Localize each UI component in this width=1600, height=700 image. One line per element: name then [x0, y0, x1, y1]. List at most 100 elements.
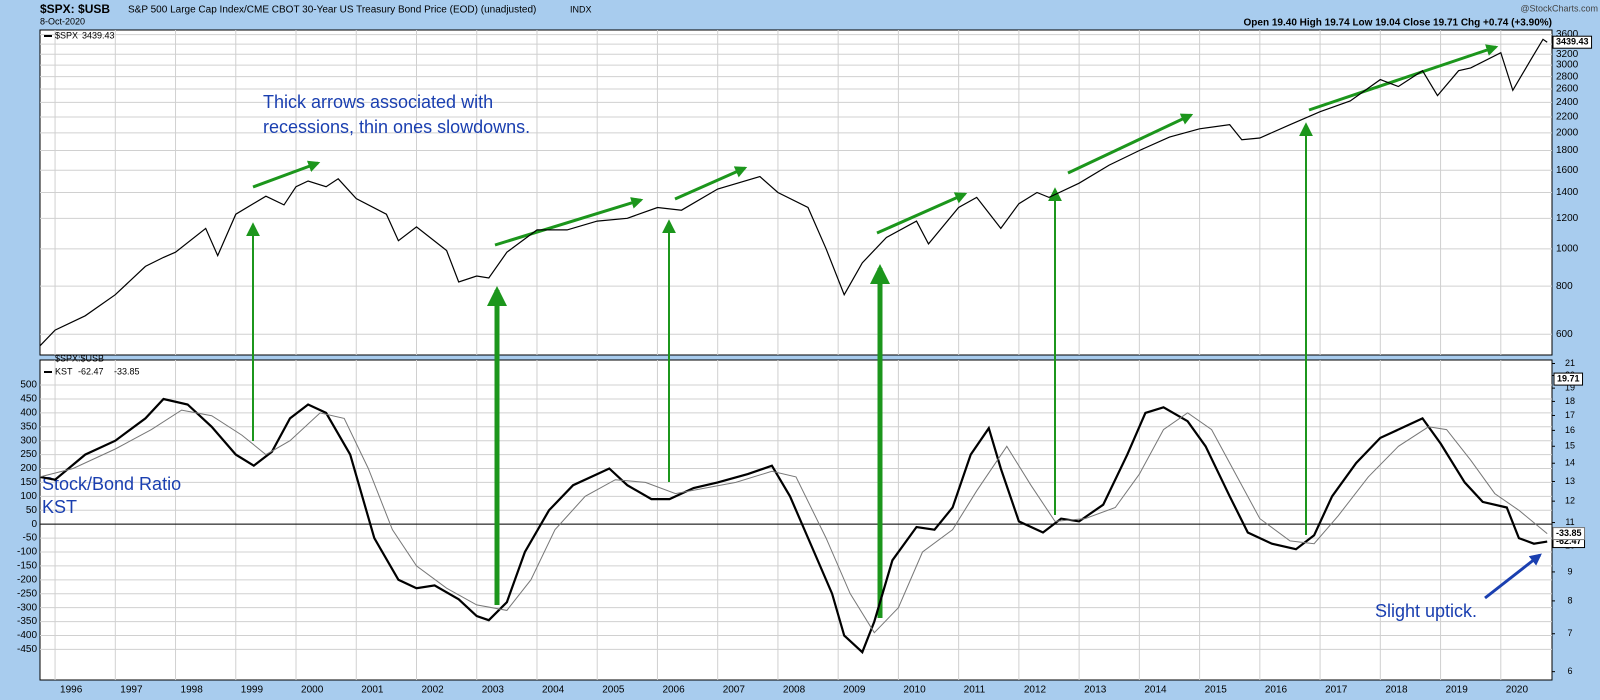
y-tick-label: 250: [20, 449, 37, 460]
y-tick-label: 2400: [1556, 97, 1579, 108]
series-line: [39, 397, 1548, 655]
y2-tick-label: 8: [1567, 595, 1572, 605]
legend-name: $SPX: [55, 30, 78, 40]
x-tick-label: 2014: [1144, 685, 1167, 696]
legend-name: KST: [55, 366, 73, 376]
lines: [39, 38, 1548, 655]
x-tick-label: 2000: [301, 685, 324, 696]
y-tick-label: 3600: [1556, 29, 1579, 40]
x-tick-label: 2004: [542, 685, 565, 696]
y2-tick-label: 14: [1565, 458, 1575, 468]
x-tick-label: 2017: [1325, 685, 1348, 696]
y-tick-label: 350: [20, 421, 37, 432]
y2-tick-label: 16: [1565, 425, 1575, 435]
x-tick-label: 2009: [843, 685, 866, 696]
x-tick-label: 2006: [662, 685, 685, 696]
y-tick-label: -100: [17, 547, 37, 558]
y2-tick-label: 17: [1565, 410, 1575, 420]
grid: [40, 30, 1552, 680]
x-tick-label: 2001: [361, 685, 384, 696]
y-tick-label: 200: [20, 463, 37, 474]
legend-value: -33.85: [114, 366, 140, 376]
y2-tick-label: 18: [1565, 396, 1575, 406]
y2-tick-label: 9: [1567, 566, 1572, 576]
last-value-label-box: [1552, 35, 1593, 49]
exchange: INDX: [570, 4, 592, 14]
trend-arrow: [1067, 113, 1194, 175]
x-tick-label: 2019: [1446, 685, 1469, 696]
ratio-close-label-box: [1553, 372, 1584, 386]
y-tick-label: 3200: [1556, 49, 1579, 60]
x-tick-label: 2018: [1385, 685, 1408, 696]
y-tick-label: 1200: [1556, 213, 1579, 224]
last-value-label-box: [1552, 527, 1586, 541]
y-tick-label: -400: [17, 630, 37, 641]
y-tick-label: -200: [17, 574, 37, 585]
y-tick-label: 50: [26, 505, 38, 516]
annotation: recessions, thin ones slowdowns.: [263, 117, 530, 137]
y-tick-label: 400: [20, 408, 37, 419]
y-tick-label: 2600: [1556, 84, 1579, 95]
y-tick-label: 1800: [1556, 145, 1579, 156]
trend-arrow: [252, 160, 321, 189]
annotation: KST: [42, 497, 77, 517]
y-tick-label: -450: [17, 644, 37, 655]
y-tick-label: 3000: [1556, 60, 1579, 71]
y2-tick-label: 19: [1565, 382, 1575, 392]
kst-panel: [39, 359, 1553, 681]
y2-tick-label: 15: [1565, 441, 1575, 451]
x-tick-label: 2010: [903, 685, 926, 696]
y2-tick-label: 13: [1565, 476, 1575, 486]
trend-arrow: [876, 192, 968, 235]
y-tick-label: -350: [17, 616, 37, 627]
series-line: [39, 409, 1548, 634]
y-tick-label: 150: [20, 477, 37, 488]
annotation: Slight uptick.: [1375, 601, 1477, 621]
x-tick-label: 2002: [421, 685, 444, 696]
y-tick-label: 1400: [1556, 187, 1579, 198]
y-tick-label: 600: [1556, 329, 1573, 340]
y-tick-label: 300: [20, 435, 37, 446]
date: 8-Oct-2020: [40, 16, 85, 26]
x-tick-label: 1999: [241, 685, 264, 696]
trend-arrow: [494, 197, 644, 247]
uptick-arrow: [1484, 553, 1542, 600]
y-tick-label: 2200: [1556, 112, 1579, 123]
y2-tick-label: 21: [1565, 358, 1575, 368]
y2-tick-label: 12: [1565, 496, 1575, 506]
y-tick-label: 100: [20, 491, 37, 502]
x-tick-label: 2008: [783, 685, 806, 696]
symbol: $SPX: $USB: [40, 2, 110, 16]
source: @StockCharts.com: [1520, 3, 1598, 13]
last-value-label: 3439.43: [1556, 37, 1589, 47]
x-tick-label: 2012: [1024, 685, 1047, 696]
arrows: [246, 44, 1542, 618]
y-tick-label: 450: [20, 394, 37, 405]
y2-tick-label: 11: [1565, 517, 1574, 527]
y-tick-label: 500: [20, 380, 37, 391]
x-tick-label: 2015: [1205, 685, 1228, 696]
annotation: Stock/Bond Ratio: [42, 474, 181, 494]
y-tick-label: 0: [31, 519, 37, 530]
y2-tick-label: 6: [1567, 666, 1572, 676]
x-tick-label: 2005: [602, 685, 625, 696]
last-value-label: -33.85: [1556, 528, 1582, 538]
trend-arrow: [1308, 44, 1499, 112]
last-value-label: -62.47: [1556, 536, 1582, 546]
y-tick-label: 800: [1556, 281, 1573, 292]
ratio-close-label: 19.71: [1557, 373, 1580, 383]
series-line: [39, 38, 1548, 347]
y-tick-label: 1000: [1556, 243, 1579, 254]
quote: Open 19.40 High 19.74 Low 19.04 Close 19…: [1244, 18, 1552, 29]
x-tick-label: 2007: [723, 685, 746, 696]
x-tick-label: 2016: [1265, 685, 1288, 696]
annotation: Thick arrows associated with: [263, 92, 493, 112]
y2-tick-label: 7: [1567, 628, 1572, 638]
legend-value: -62.47: [78, 366, 104, 376]
x-tick-label: 1996: [60, 685, 83, 696]
x-tick-label: 1998: [181, 685, 204, 696]
y-tick-label: 2800: [1556, 71, 1579, 82]
x-tick-label: 2003: [482, 685, 505, 696]
